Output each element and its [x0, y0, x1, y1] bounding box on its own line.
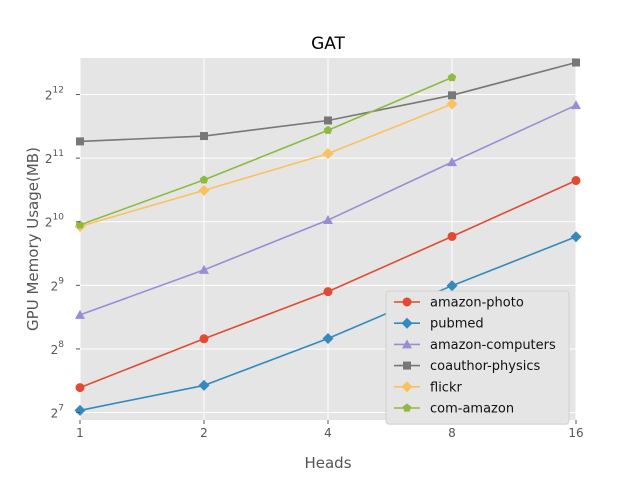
series-pubmed: [74, 231, 582, 416]
x-axis-label: Heads: [304, 454, 351, 472]
legend-entry: flickr: [394, 380, 462, 395]
data-point: [447, 231, 457, 241]
data-point: [447, 73, 457, 82]
data-point: [323, 125, 333, 134]
data-point: [323, 215, 333, 225]
legend-frame: [385, 290, 570, 425]
data-point: [446, 98, 458, 110]
y-tick-label: 210: [45, 213, 64, 230]
y-tick-base: 2: [51, 343, 59, 357]
chart-title: GAT: [311, 34, 345, 54]
series-coauthor-physics: [76, 58, 580, 146]
y-axis-label: GPU Memory Usage(MB): [24, 147, 42, 331]
data-point: [322, 332, 334, 344]
y-tick-exponent: 7: [58, 404, 64, 414]
series-amazon-photo: [75, 176, 581, 393]
legend-entry: coauthor-physics: [394, 359, 541, 374]
data-point: [199, 175, 209, 184]
y-tick-base: 2: [51, 279, 59, 293]
data-point: [570, 231, 582, 243]
y-tick-base: 2: [51, 407, 59, 421]
legend-label: flickr: [430, 380, 462, 395]
legend-marker: [401, 317, 413, 329]
x-tick-label: 1: [76, 426, 84, 440]
data-point: [74, 404, 86, 416]
legend-entry: com-amazon: [394, 402, 514, 417]
data-point: [571, 176, 581, 186]
legend-marker: [403, 361, 411, 370]
series-amazon-computers: [75, 100, 581, 319]
y-tick-exponent: 10: [53, 213, 65, 223]
legend-label: coauthor-physics: [430, 359, 541, 374]
y-tick-label: 29: [51, 276, 65, 293]
data-point: [75, 220, 85, 229]
legend-entry: amazon-photo: [394, 296, 524, 311]
series-group: [74, 58, 582, 416]
y-tick-exponent: 9: [58, 276, 64, 286]
data-point: [324, 116, 332, 125]
data-point: [571, 100, 581, 110]
data-point: [198, 184, 210, 196]
y-tick-base: 2: [45, 152, 53, 166]
legend: amazon-photo pubmed amazon-computers coauth…: [385, 290, 570, 425]
y-tick-label: 27: [51, 404, 64, 421]
x-tick-label: 8: [448, 426, 456, 440]
x-tick-label: 4: [324, 426, 332, 440]
data-point: [199, 334, 209, 344]
legend-marker: [401, 381, 413, 393]
legend-entry: pubmed: [394, 317, 484, 332]
series-line: [79, 76, 453, 226]
legend-label: pubmed: [430, 317, 484, 332]
data-point: [448, 91, 456, 100]
data-point: [76, 137, 84, 146]
y-tick-exponent: 12: [53, 86, 64, 96]
data-point: [323, 287, 333, 297]
data-point: [75, 309, 85, 319]
series-com-amazon: [75, 73, 457, 229]
series-line: [79, 103, 453, 228]
legend-marker: [402, 297, 412, 307]
y-tick-label: 212: [45, 86, 64, 103]
legend-label: amazon-photo: [430, 296, 524, 311]
data-point: [447, 157, 457, 167]
y-tick-exponent: 11: [53, 149, 64, 159]
x-tick-label: 16: [568, 426, 583, 440]
y-tick-label: 211: [45, 149, 64, 166]
data-point: [198, 379, 210, 391]
legend-label: amazon-computers: [430, 338, 556, 353]
legend-label: com-amazon: [430, 402, 514, 417]
y-tick-exponent: 8: [58, 340, 64, 350]
data-point: [200, 132, 208, 141]
data-point: [199, 264, 209, 274]
y-tick-label: 28: [51, 340, 65, 357]
x-tick-group: 1 2 4 8 16: [76, 420, 584, 440]
legend-marker: [402, 403, 412, 412]
data-point: [572, 58, 580, 67]
series-flickr: [74, 98, 458, 232]
data-point: [322, 148, 334, 160]
data-point: [446, 280, 458, 292]
legend-marker: [402, 339, 412, 349]
y-tick-base: 2: [45, 89, 53, 103]
x-tick-label: 2: [200, 426, 208, 440]
y-tick-base: 2: [45, 216, 53, 230]
legend-entry: amazon-computers: [394, 338, 556, 353]
data-point: [75, 383, 85, 393]
